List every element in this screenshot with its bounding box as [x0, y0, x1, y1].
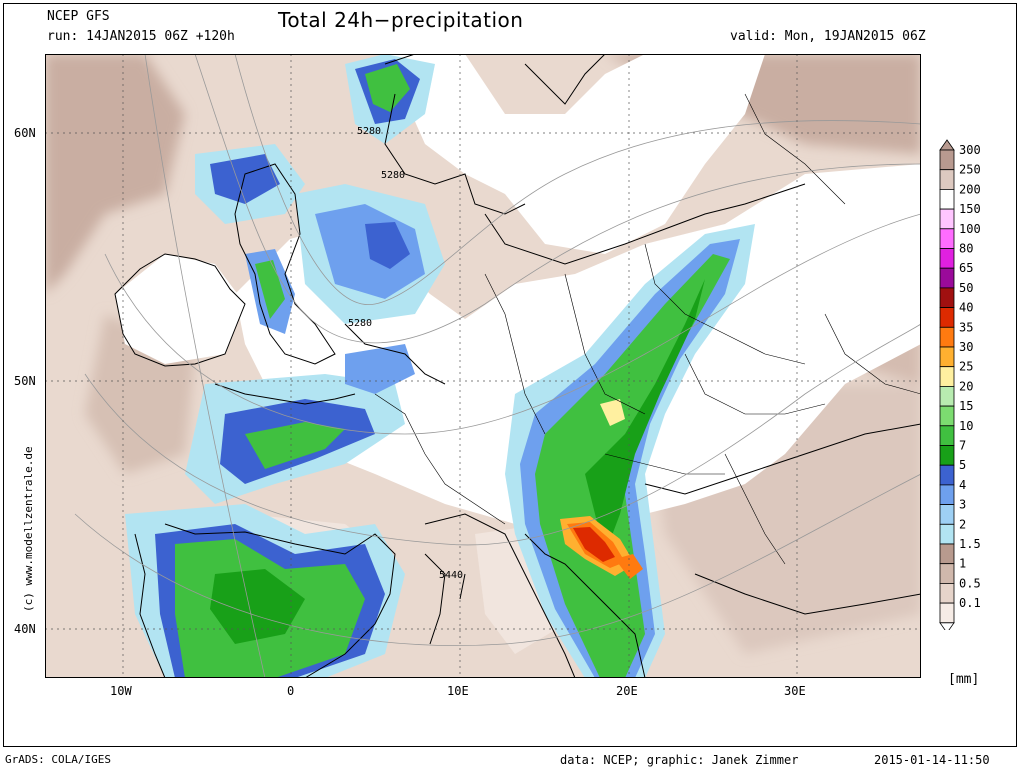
- legend-swatch: [939, 484, 955, 505]
- legend-level-label: 300: [959, 143, 981, 157]
- lon-label: 0: [287, 684, 295, 698]
- legend-swatch: [939, 326, 955, 348]
- legend-bottom-arrow: [939, 622, 955, 630]
- footer-left: GrADS: COLA/IGES: [5, 753, 111, 766]
- geopotential-contours: [74, 54, 921, 678]
- lon-label: 10W: [110, 684, 132, 698]
- legend-swatch: [939, 464, 955, 486]
- legend-swatch: [939, 307, 955, 328]
- moderate-precip-areas: [125, 54, 755, 678]
- contour-label: 5440: [439, 570, 463, 581]
- legend-swatch: [939, 228, 955, 249]
- legend-level-label: 20: [959, 379, 973, 393]
- lat-label: 60N: [14, 126, 36, 140]
- lat-label: 40N: [14, 622, 36, 636]
- legend-level-label: 25: [959, 360, 973, 374]
- legend-swatch: [939, 563, 955, 584]
- legend-level-label: 40: [959, 301, 973, 315]
- legend-unit: [mm]: [948, 672, 980, 687]
- heavy-precip-core: [560, 516, 643, 579]
- contour-label: 5280: [357, 126, 381, 137]
- legend-swatch: [939, 385, 955, 407]
- legend-swatch: [939, 189, 955, 210]
- legend-swatch: [939, 602, 955, 624]
- legend-top-arrow: [939, 139, 955, 151]
- coastlines: [114, 54, 921, 678]
- legend-swatch: [939, 267, 955, 289]
- legend-swatch: [939, 405, 955, 427]
- legend-level-label: 80: [959, 242, 973, 256]
- legend-level-label: 150: [959, 202, 981, 216]
- legend-level-label: 10: [959, 419, 973, 433]
- model-label: NCEP GFS: [47, 9, 110, 24]
- legend-swatch: [939, 543, 955, 565]
- legend-level-label: 5: [959, 458, 966, 472]
- contour-label: 5280: [381, 170, 405, 181]
- run-label: run: 14JAN2015 06Z +120h: [47, 29, 235, 44]
- legend-level-label: 100: [959, 222, 981, 236]
- legend-swatch: [939, 366, 955, 387]
- country-borders: [374, 93, 921, 565]
- legend-level-label: 3: [959, 498, 966, 512]
- map-border: [45, 54, 921, 678]
- legend-swatch: [939, 149, 955, 171]
- legend-level-label: 35: [959, 320, 973, 334]
- precipitation-legend: 300 250 200 150 100 80 65 50 40 35 30 25 20 15 10 7 5 4 3 2…: [939, 139, 981, 630]
- lon-label: 10E: [447, 684, 469, 698]
- valid-label: valid: Mon, 19JAN2015 06Z: [730, 29, 926, 44]
- legend-swatch: [939, 504, 955, 525]
- legend-level-label: 15: [959, 399, 973, 413]
- lon-label: 30E: [784, 684, 806, 698]
- legend-swatch: [939, 523, 955, 545]
- legend-swatch: [939, 582, 955, 604]
- legend-level-label: 200: [959, 182, 981, 196]
- legend-swatch: [939, 248, 955, 269]
- legend-swatch: [939, 346, 955, 368]
- legend-level-label: 65: [959, 261, 973, 275]
- contour-label: 5280: [348, 318, 372, 329]
- legend-level-label: 250: [959, 163, 981, 177]
- plot-frame: [3, 3, 1017, 747]
- precipitation-map: 5280 5280 5280 5440: [45, 54, 921, 678]
- graticule: [45, 54, 921, 678]
- legend-swatch: [939, 425, 955, 446]
- legend-level-label: 1: [959, 557, 966, 571]
- legend-level-label: 0.5: [959, 576, 981, 590]
- legend-swatch: [939, 169, 955, 190]
- legend-level-label: 7: [959, 439, 966, 453]
- footer-center: data: NCEP; graphic: Janek Zimmer: [560, 753, 799, 767]
- footer-right: 2015-01-14-11:50: [874, 753, 990, 767]
- legend-swatch: [939, 445, 955, 466]
- legend-level-label: 50: [959, 281, 973, 295]
- lon-label: 20E: [616, 684, 638, 698]
- legend-level-label: 4: [959, 478, 966, 492]
- legend-swatch: [939, 287, 955, 308]
- watermark: (c) www.modellzentrale.de: [22, 446, 35, 612]
- legend-level-label: 1.5: [959, 537, 981, 551]
- legend-swatch: [939, 208, 955, 230]
- chart-title: Total 24h−precipitation: [278, 8, 524, 32]
- legend-level-label: 2: [959, 517, 966, 531]
- legend-level-label: 30: [959, 340, 973, 354]
- legend-level-label: 0.1: [959, 596, 981, 610]
- lat-label: 50N: [14, 374, 36, 388]
